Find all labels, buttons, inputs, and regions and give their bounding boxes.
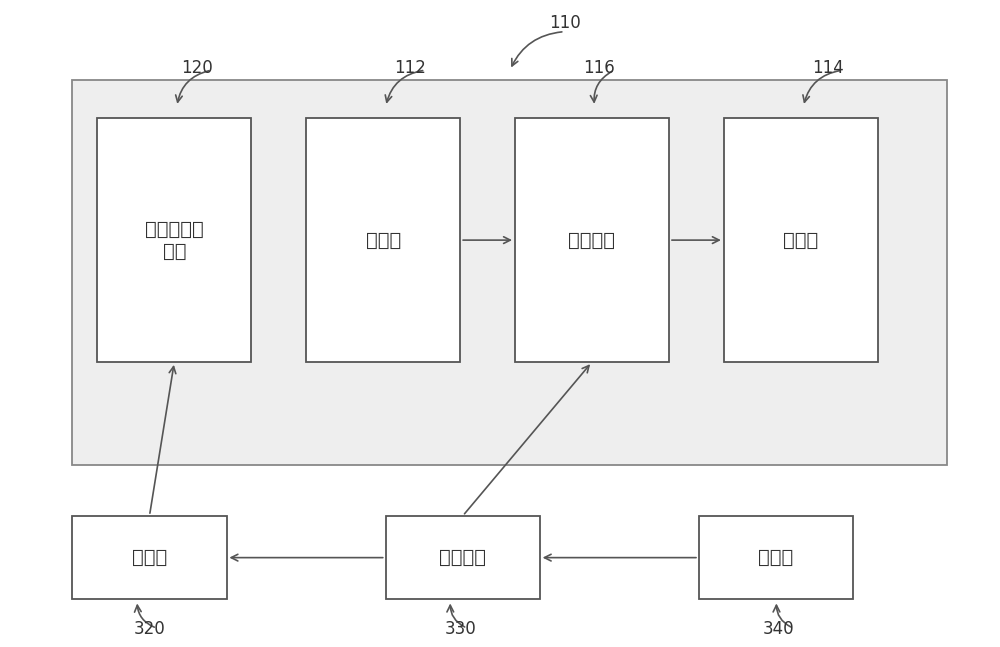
Text: 数据库: 数据库 xyxy=(758,548,794,567)
Text: 取物口: 取物口 xyxy=(783,230,818,250)
Text: 红外触控显
示器: 红外触控显 示器 xyxy=(145,219,204,261)
Text: 输送单元: 输送单元 xyxy=(568,230,615,250)
Text: 控制模块: 控制模块 xyxy=(439,548,486,567)
Text: 光磟库: 光磟库 xyxy=(366,230,401,250)
Text: 340: 340 xyxy=(763,620,794,638)
Text: 116: 116 xyxy=(584,58,615,76)
Text: 114: 114 xyxy=(812,58,844,76)
Text: 330: 330 xyxy=(444,620,476,638)
Text: 110: 110 xyxy=(549,14,581,32)
Bar xyxy=(515,118,669,362)
Text: 120: 120 xyxy=(181,58,213,76)
Bar xyxy=(306,118,460,362)
Text: 读卡器: 读卡器 xyxy=(132,548,167,567)
Bar xyxy=(386,516,540,599)
Text: 320: 320 xyxy=(134,620,166,638)
Bar xyxy=(72,516,227,599)
Bar xyxy=(97,118,251,362)
Bar xyxy=(72,80,947,465)
Bar xyxy=(724,118,878,362)
Bar xyxy=(699,516,853,599)
Text: 112: 112 xyxy=(395,58,426,76)
